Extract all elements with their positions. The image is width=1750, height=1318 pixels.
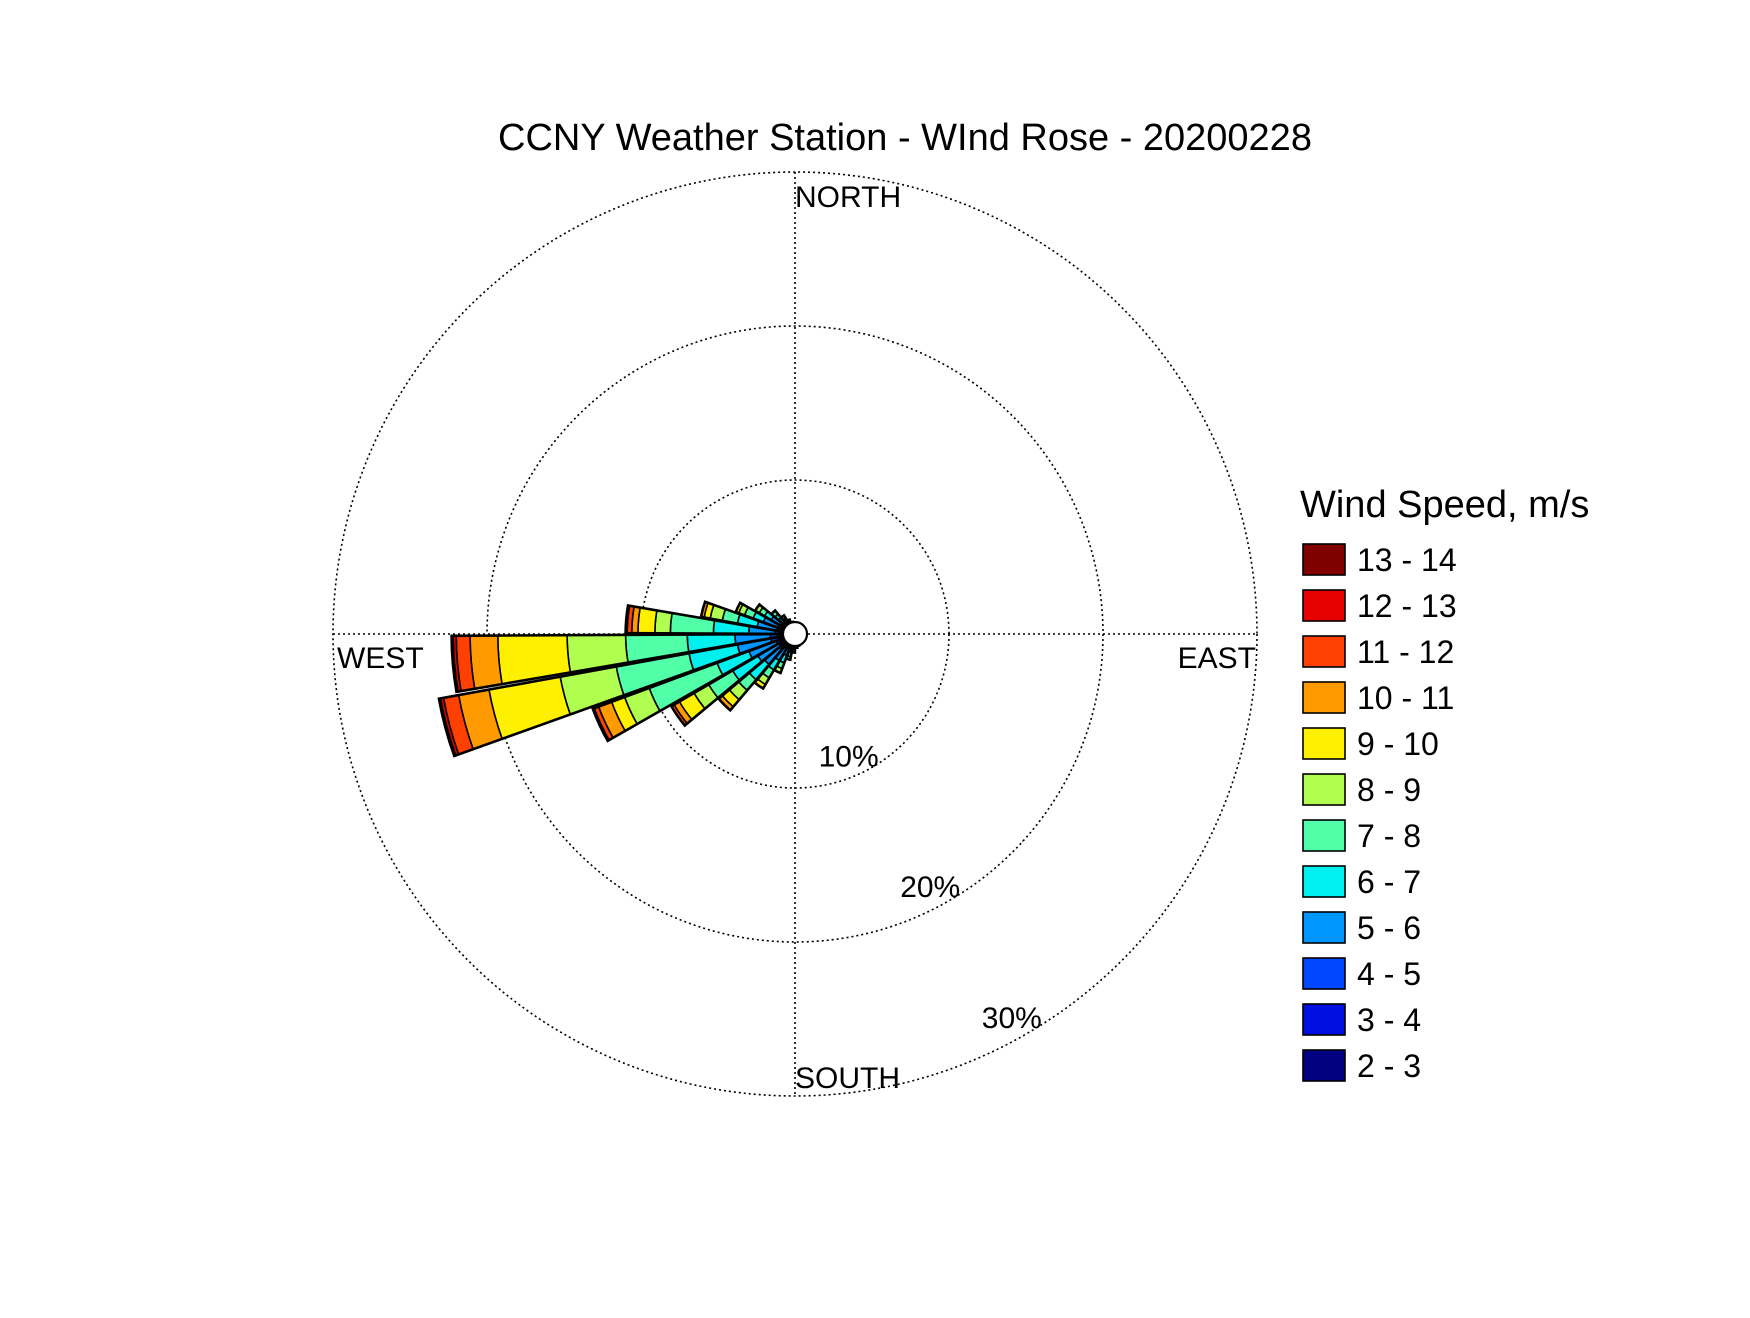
legend-swatch-2-3 (1302, 1049, 1346, 1082)
radial-tick-10: 10% (819, 741, 879, 774)
wind-sectors (437, 600, 808, 758)
legend-label-9-10: 9 - 10 (1357, 726, 1439, 762)
legend-swatch-4-5 (1302, 957, 1346, 990)
west-label: WEST (337, 642, 424, 675)
legend-swatch-3-4 (1302, 1003, 1346, 1036)
legend-label-13-14: 13 - 14 (1357, 542, 1457, 578)
legend-swatch-5-6 (1302, 911, 1346, 944)
legend-swatch-10-11 (1302, 681, 1346, 714)
legend-label-5-6: 5 - 6 (1357, 910, 1421, 946)
wedge-275-bin-9-10 (637, 606, 658, 635)
legend-label-12-13: 12 - 13 (1357, 588, 1457, 624)
legend-swatch-13-14 (1302, 543, 1346, 576)
legend-swatch-8-9 (1302, 773, 1346, 806)
legend-label-4-5: 4 - 5 (1357, 956, 1421, 992)
legend-label-7-8: 7 - 8 (1357, 818, 1421, 854)
legend-label-11-12: 11 - 12 (1357, 634, 1454, 670)
legend-swatch-11-12 (1302, 635, 1346, 668)
legend: 13 - 14 12 - 13 11 - 12 10 - 11 9 - 10 8 - 9 7… (1302, 542, 1457, 1084)
legend-swatch-12-13 (1302, 589, 1346, 622)
legend-title: Wind Speed, m/s (1300, 484, 1589, 526)
center-hub (781, 620, 809, 648)
radial-tick-30: 30% (982, 1002, 1042, 1035)
legend-label-2-3: 2 - 3 (1357, 1048, 1421, 1084)
legend-swatch-6-7 (1302, 865, 1346, 898)
center-hub-circle (781, 620, 809, 648)
east-label: EAST (1178, 642, 1256, 675)
radial-tick-20: 20% (900, 871, 960, 904)
south-label: SOUTH (795, 1062, 900, 1095)
legend-swatch-7-8 (1302, 819, 1346, 852)
wedge-265-bin-10-11 (469, 634, 503, 690)
chart-title: CCNY Weather Station - WInd Rose - 20200… (498, 117, 1312, 159)
legend-swatch-9-10 (1302, 727, 1346, 760)
legend-label-6-7: 6 - 7 (1357, 864, 1421, 900)
radial-tick-labels: 10% 20% 30% (819, 741, 1042, 1035)
legend-label-8-9: 8 - 9 (1357, 772, 1421, 808)
north-label: NORTH (795, 181, 901, 214)
legend-label-10-11: 10 - 11 (1357, 680, 1454, 716)
legend-label-3-4: 3 - 4 (1357, 1002, 1421, 1038)
